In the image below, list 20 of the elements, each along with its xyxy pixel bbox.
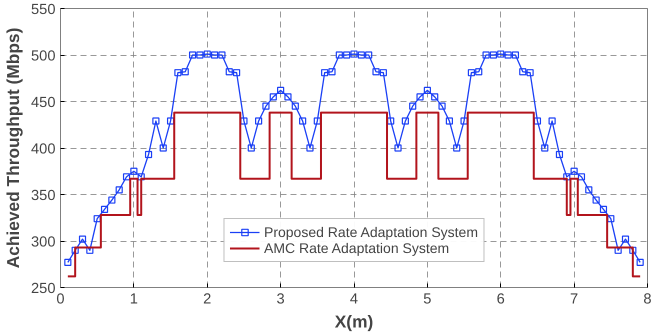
y-tick-label: 450 [31, 95, 56, 111]
x-axis-title: X(m) [334, 312, 374, 332]
y-axis-title: Achieved Throughput (Mbps) [3, 28, 24, 268]
y-tick-label: 250 [31, 281, 56, 297]
legend-label: AMC Rate Adaptation System [264, 240, 450, 256]
y-tick-label: 400 [31, 142, 56, 158]
y-tick-label: 300 [31, 234, 56, 250]
x-tick-label: 4 [350, 292, 358, 308]
x-tick-label: 3 [276, 292, 285, 308]
y-tick-label: 550 [31, 2, 56, 18]
x-tick-label: 7 [570, 292, 578, 308]
x-tick-label: 2 [203, 292, 212, 308]
x-tick-label: 5 [423, 292, 432, 308]
x-tick-label: 0 [56, 292, 65, 308]
y-tick-label: 500 [31, 48, 56, 64]
legend-label: Proposed Rate Adaptation System [264, 224, 478, 240]
x-tick-label: 8 [643, 292, 652, 308]
x-tick-label: 1 [130, 292, 138, 308]
x-tick-label: 6 [496, 292, 505, 308]
y-tick-label: 350 [31, 188, 56, 204]
